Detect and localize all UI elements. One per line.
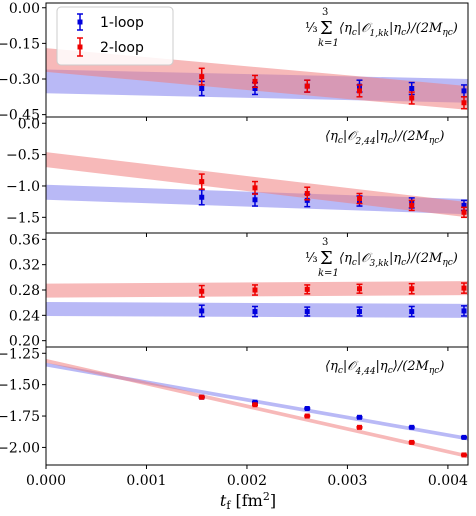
panel-1-y-axis: 0.00 −0.15 −0.30 −0.45 bbox=[0, 1, 46, 124]
x-tick-label: 0.003 bbox=[327, 473, 367, 489]
y-tick-label: 0.24 bbox=[9, 308, 40, 324]
point-1-loop bbox=[460, 434, 467, 440]
panel-1-formula: ⅓ Σ 3 k=1 ⟨ηc|𝒪1,kk|ηc⟩/(2Mηc) bbox=[305, 7, 458, 49]
panel-3-plot bbox=[46, 281, 468, 318]
point-1-loop bbox=[198, 304, 205, 318]
svg-text:k=1: k=1 bbox=[318, 268, 339, 279]
point-2-loop bbox=[408, 282, 415, 295]
point-2-loop bbox=[304, 186, 311, 201]
panel-2-plot bbox=[46, 152, 468, 219]
panel-2-y-axis: 0.0 −0.5 −1.0 −1.5 bbox=[6, 116, 46, 226]
y-tick-label: 0.32 bbox=[9, 258, 40, 274]
svg-text:3: 3 bbox=[322, 237, 328, 248]
point-1-loop bbox=[460, 305, 467, 317]
y-tick-label: −0.5 bbox=[6, 148, 40, 164]
y-tick-label: −2.00 bbox=[0, 440, 40, 456]
y-tick-label: 0.28 bbox=[9, 283, 40, 299]
point-2-loop bbox=[460, 96, 467, 110]
svg-text:⟨ηc|𝒪2,44|ηc⟩/(2Mηc): ⟨ηc|𝒪2,44|ηc⟩/(2Mηc) bbox=[325, 129, 444, 147]
point-2-loop bbox=[251, 74, 258, 89]
svg-text:⟨ηc|𝒪1,kk|ηc⟩/(2Mηc): ⟨ηc|𝒪1,kk|ηc⟩/(2Mηc) bbox=[339, 21, 458, 39]
svg-text:Σ: Σ bbox=[320, 18, 333, 39]
point-2-loop bbox=[251, 180, 258, 195]
legend-label-1-loop: 1-loop bbox=[100, 15, 144, 31]
y-tick-label: −1.0 bbox=[6, 179, 40, 195]
point-1-loop bbox=[251, 305, 258, 318]
panel-4-formula: ⟨ηc|𝒪4,44|ηc⟩/(2Mηc) bbox=[325, 359, 444, 377]
point-1-loop bbox=[356, 306, 363, 317]
point-2-loop bbox=[460, 282, 467, 294]
panel-2-formula: ⟨ηc|𝒪2,44|ηc⟩/(2Mηc) bbox=[325, 129, 444, 147]
point-2-loop bbox=[460, 452, 467, 458]
point-1-loop bbox=[356, 414, 363, 420]
point-2-loop bbox=[304, 79, 311, 93]
y-tick-label: −0.15 bbox=[0, 36, 40, 52]
x-tick-label: 0.000 bbox=[26, 473, 66, 489]
point-2-loop bbox=[356, 283, 363, 294]
panel-3-x-axis bbox=[45, 347, 449, 351]
point-2-loop bbox=[408, 199, 415, 212]
point-2-loop bbox=[460, 206, 467, 219]
point-1-loop bbox=[408, 305, 415, 318]
x-tick-label: 0.002 bbox=[227, 473, 267, 489]
y-tick-label: 0.20 bbox=[9, 334, 40, 350]
panel-3-formula: ⅓ Σ 3 k=1 ⟨ηc|𝒪3,kk|ηc⟩/(2Mηc) bbox=[305, 237, 458, 279]
legend-label-2-loop: 2-loop bbox=[100, 40, 144, 56]
svg-text:3: 3 bbox=[322, 7, 328, 18]
svg-text:⟨ηc|𝒪4,44|ηc⟩/(2Mηc): ⟨ηc|𝒪4,44|ηc⟩/(2Mηc) bbox=[325, 359, 444, 377]
x-axis-label: tf [fm2] bbox=[220, 490, 276, 512]
point-1-loop bbox=[408, 424, 415, 430]
y-tick-label: −0.30 bbox=[0, 72, 40, 88]
point-2-loop bbox=[251, 284, 258, 296]
panel-4-y-axis: −1.25 −1.50 −1.75 −2.00 bbox=[0, 346, 46, 456]
panel-2-x-axis bbox=[45, 233, 449, 237]
point-1-loop bbox=[304, 406, 311, 412]
panel-4-x-axis: 0.000 0.001 0.002 0.003 0.004 bbox=[26, 465, 468, 489]
point-2-loop bbox=[356, 84, 363, 98]
point-2-loop bbox=[408, 91, 415, 105]
panel-4-plot bbox=[46, 358, 468, 459]
x-tick-label: 0.004 bbox=[428, 473, 468, 489]
panel-4: −1.25 −1.50 −1.75 −2.00 0.000 0.001 0.002 0.003… bbox=[0, 346, 469, 489]
y-tick-label: −1.50 bbox=[0, 378, 40, 394]
y-tick-label: 0.36 bbox=[9, 232, 40, 248]
y-tick-label: 0.00 bbox=[9, 1, 40, 17]
band-2-loop-panel-2 bbox=[46, 152, 468, 218]
x-tick-label: 0.001 bbox=[126, 473, 166, 489]
y-tick-label: −1.75 bbox=[0, 409, 40, 425]
point-2-loop bbox=[408, 439, 415, 445]
point-2-loop bbox=[198, 284, 205, 298]
point-2-loop bbox=[198, 394, 205, 400]
point-2-loop bbox=[251, 402, 258, 408]
panel-3-y-axis: 0.36 0.32 0.28 0.24 0.20 bbox=[9, 232, 46, 350]
point-2-loop bbox=[198, 67, 205, 86]
point-2-loop bbox=[356, 424, 363, 430]
point-1-loop bbox=[304, 306, 311, 317]
point-2-loop bbox=[198, 173, 205, 190]
panel-1-x-axis bbox=[45, 117, 449, 121]
svg-text:⅓: ⅓ bbox=[305, 21, 318, 36]
legend-marker-2-loop bbox=[77, 37, 83, 57]
band-2-loop-panel-4 bbox=[46, 358, 468, 459]
svg-text:k=1: k=1 bbox=[318, 38, 339, 49]
point-2-loop bbox=[304, 284, 311, 295]
y-tick-label: −1.5 bbox=[6, 210, 40, 226]
svg-text:Σ: Σ bbox=[320, 248, 333, 269]
legend-marker-1-loop bbox=[77, 13, 83, 31]
svg-text:⟨ηc|𝒪3,kk|ηc⟩/(2Mηc): ⟨ηc|𝒪3,kk|ηc⟩/(2Mηc) bbox=[339, 251, 458, 269]
point-2-loop bbox=[304, 413, 311, 419]
legend: 1-loop 2-loop bbox=[56, 6, 174, 66]
svg-text:⅓: ⅓ bbox=[305, 251, 318, 266]
point-2-loop bbox=[356, 192, 363, 205]
y-tick-label: −0.45 bbox=[0, 108, 40, 124]
y-tick-label: −1.25 bbox=[0, 346, 40, 362]
y-tick-label: 0.0 bbox=[18, 116, 40, 132]
panel-4-frame bbox=[45, 346, 469, 466]
